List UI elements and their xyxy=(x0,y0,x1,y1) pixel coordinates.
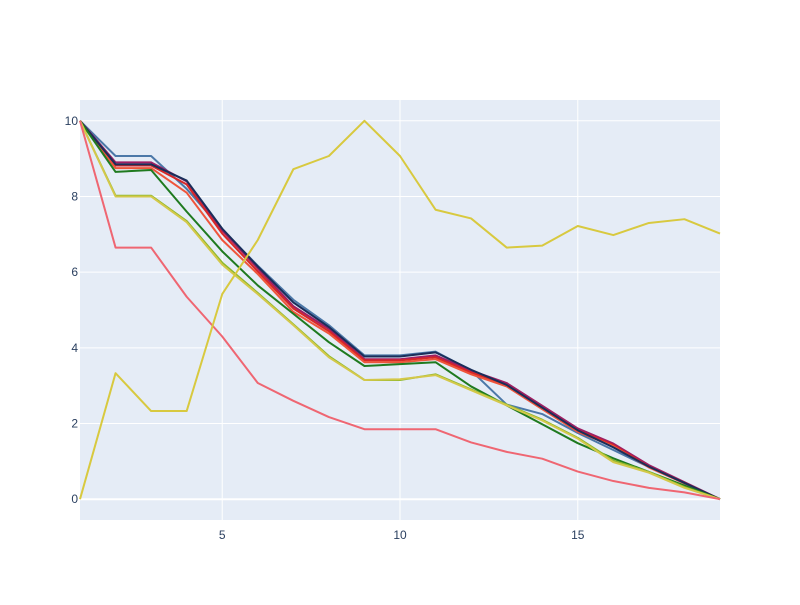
series-lines xyxy=(79,119,721,501)
y-tick-label: 8 xyxy=(71,189,78,203)
x-tick-label: 10 xyxy=(393,528,407,542)
y-tick-label: 10 xyxy=(65,114,79,128)
axis-tick-labels: 5 10 15 0 2 4 6 8 10 xyxy=(65,114,585,542)
series-line-1 xyxy=(79,120,721,501)
grid-lines xyxy=(80,100,720,520)
series-line-5 xyxy=(79,120,721,501)
y-tick-label: 2 xyxy=(71,417,78,431)
series-line-10 xyxy=(79,119,721,500)
series-line-4 xyxy=(79,120,721,501)
series-line-9 xyxy=(79,120,721,501)
series-line-6 xyxy=(79,120,721,501)
x-tick-label: 15 xyxy=(571,528,585,542)
series-line-8 xyxy=(79,120,721,501)
y-tick-label: 4 xyxy=(71,341,78,355)
x-tick-label: 5 xyxy=(219,528,226,542)
y-tick-label: 6 xyxy=(71,265,78,279)
y-tick-label: 0 xyxy=(71,492,78,506)
series-line-3 xyxy=(79,120,721,501)
